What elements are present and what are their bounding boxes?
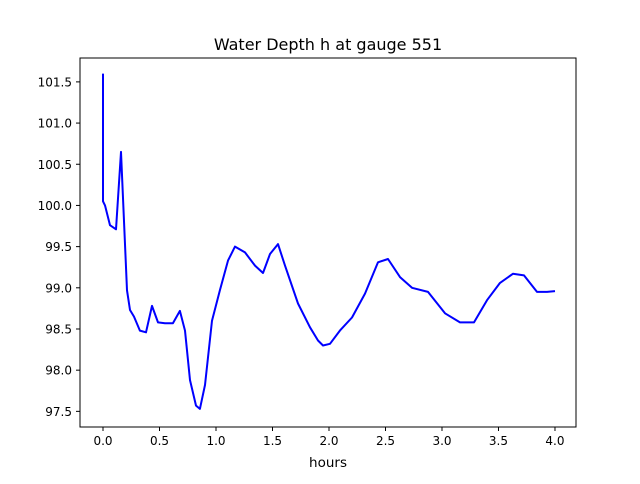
x-tick-label: 0.0 — [93, 434, 112, 448]
y-tick-label: 100.0 — [38, 199, 72, 213]
y-tick-label: 97.5 — [45, 405, 72, 419]
x-tick-label: 3.5 — [489, 434, 508, 448]
y-tick-label: 98.0 — [45, 364, 72, 378]
axes-frame — [79, 57, 577, 428]
chart-title: Water Depth h at gauge 551 — [214, 35, 442, 54]
series-line-h — [102, 73, 556, 410]
x-tick-label: 2.0 — [319, 434, 338, 448]
y-tick-label: 100.5 — [38, 158, 72, 172]
y-tick-label: 99.0 — [45, 281, 72, 295]
x-axis-label: hours — [309, 455, 347, 471]
x-tick-label: 1.5 — [263, 434, 282, 448]
x-tick-label: 1.0 — [206, 434, 225, 448]
y-tick-label: 101.5 — [38, 75, 72, 89]
y-tick-label: 101.0 — [38, 117, 72, 131]
x-tick-label: 2.5 — [376, 434, 395, 448]
y-tick-label: 98.5 — [45, 322, 72, 336]
y-tick-label: 99.5 — [45, 240, 72, 254]
x-tick-label: 3.0 — [432, 434, 451, 448]
x-tick-label: 4.0 — [545, 434, 564, 448]
x-tick-label: 0.5 — [150, 434, 169, 448]
